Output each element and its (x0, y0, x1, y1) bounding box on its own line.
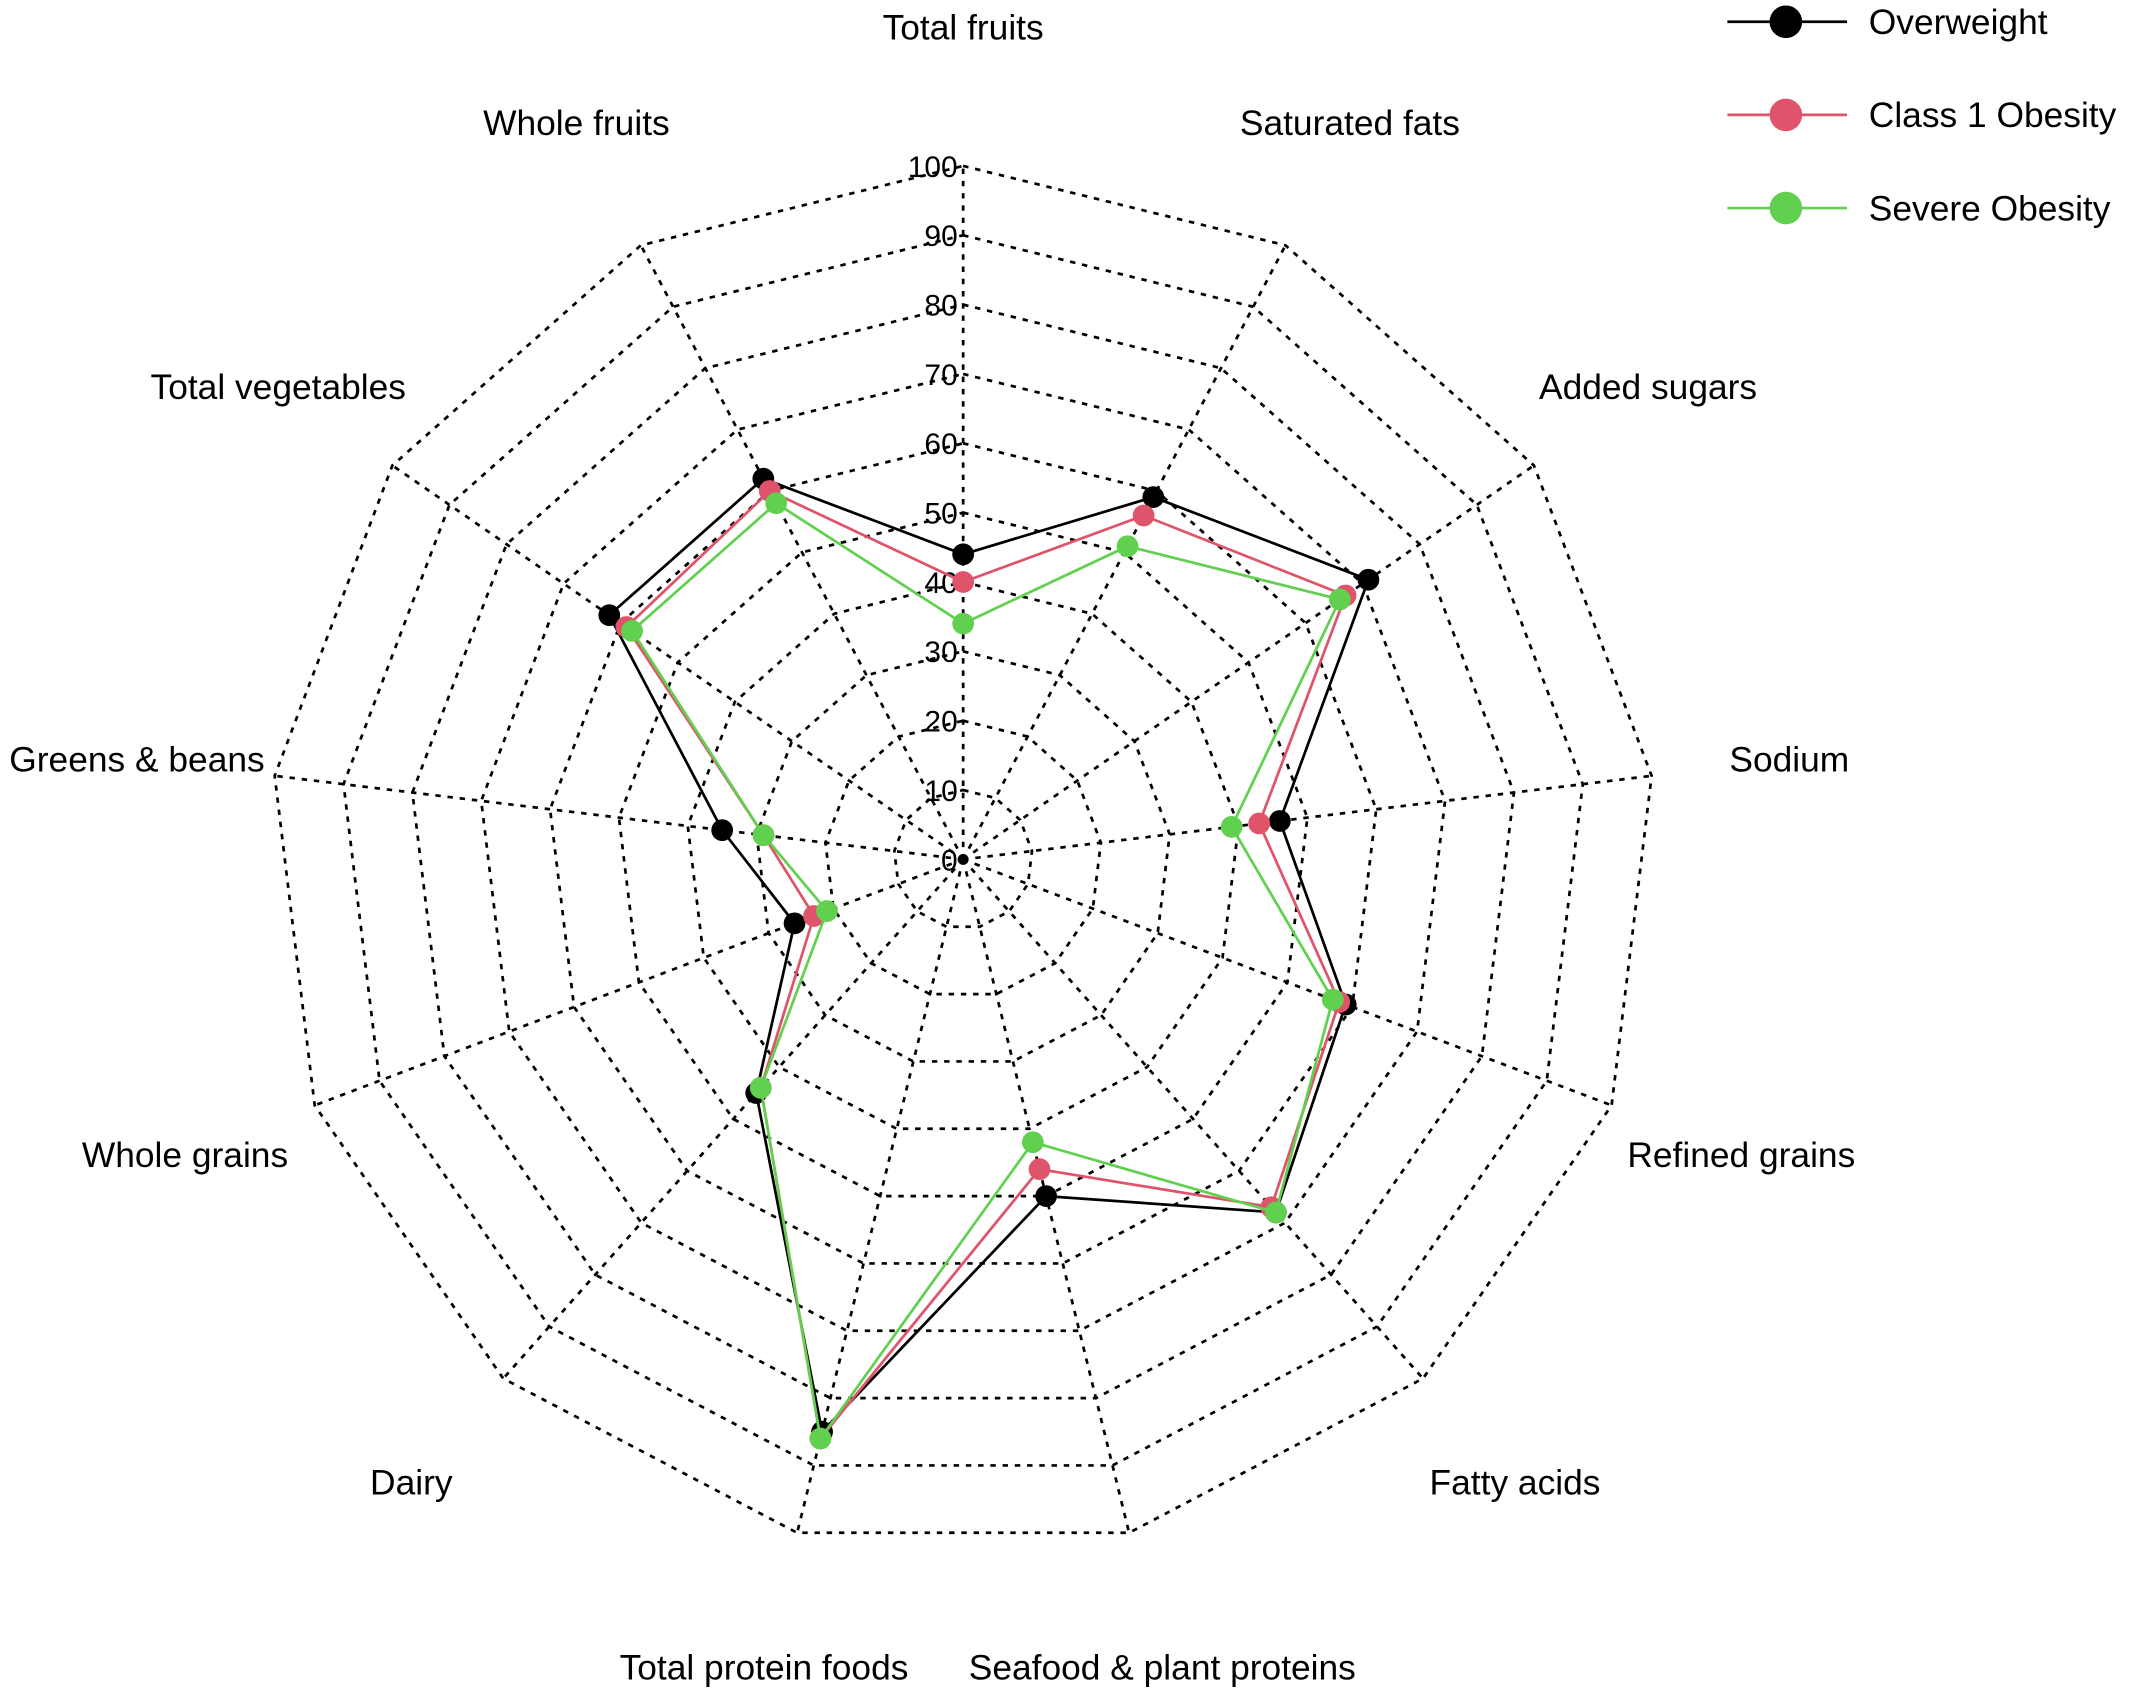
grid-spoke (962, 774, 1652, 861)
legend-marker (1769, 191, 1803, 225)
grid-spoke (962, 858, 1613, 1107)
series-line (630, 501, 1342, 1442)
data-point (749, 1076, 772, 1099)
series-line (607, 477, 1371, 1435)
axis-label: Sodium (1729, 740, 1849, 779)
data-point (1264, 1201, 1287, 1224)
data-point (1132, 504, 1155, 527)
data-point (1248, 812, 1271, 835)
grid-spoke (795, 859, 965, 1534)
tick-label: 90 (924, 220, 957, 253)
data-point (752, 824, 775, 847)
grid-ring (755, 649, 1172, 1063)
data-point (809, 1427, 832, 1450)
legend-item: Overweight (1727, 3, 2048, 42)
data-point (1321, 988, 1344, 1011)
grid-ring (824, 719, 1103, 996)
tick-label: 10 (924, 775, 957, 808)
grid-spoke (274, 774, 964, 861)
data-point (1116, 535, 1139, 558)
data-point (816, 900, 838, 922)
data-point (1142, 486, 1165, 508)
data-point (952, 612, 975, 635)
grid-ring (273, 164, 1654, 1535)
axis-label: Total fruits (883, 8, 1044, 47)
data-point (765, 492, 788, 515)
data-point (1328, 588, 1351, 611)
data-point (1028, 1158, 1051, 1181)
center-dot (959, 855, 968, 864)
axis-label: Saturated fats (1240, 104, 1460, 143)
grid (273, 164, 1654, 1535)
grid-ring (410, 303, 1516, 1400)
grid-spoke (962, 858, 1425, 1380)
axis-label: Refined grains (1627, 1136, 1855, 1175)
legend-label: Severe Obesity (1869, 189, 2111, 228)
data-point (1268, 810, 1291, 832)
series-overweight (598, 467, 1380, 1443)
grid-spoke (502, 858, 965, 1380)
legend: Overweight Class 1 Obesity Severe Obesity (1727, 3, 2117, 228)
tick-label: 60 (924, 428, 957, 461)
tick-label: 20 (924, 706, 957, 739)
data-point (783, 912, 806, 935)
legend-item: Severe Obesity (1727, 189, 2111, 228)
series-severe-obesity (621, 492, 1351, 1450)
axis-label: Total protein foods (620, 1649, 909, 1688)
legend-label: Class 1 Obesity (1869, 96, 2117, 135)
data-point (1035, 1185, 1058, 1207)
axis-labels: Total fruits Saturated fats Added sugars So… (9, 8, 1855, 1687)
grid-spoke (639, 244, 965, 861)
grid-ring (342, 233, 1585, 1467)
axis-label: Whole fruits (483, 104, 670, 143)
axis-label: Greens & beans (9, 740, 264, 779)
grid-ring (617, 511, 1309, 1198)
tick-label: 0 (941, 844, 958, 877)
grid-ring (479, 372, 1447, 1333)
legend-marker (1769, 5, 1803, 39)
grid-ring (548, 441, 1378, 1265)
grid-spoke (391, 464, 964, 861)
data-point (621, 620, 643, 642)
data-point (1220, 815, 1243, 838)
axis-label: Fatty acids (1430, 1464, 1601, 1503)
tick-label: 30 (924, 636, 957, 669)
tick-label: 70 (924, 359, 957, 392)
series-layer (598, 467, 1380, 1450)
tick-label: 100 (908, 151, 958, 184)
data-point (952, 571, 975, 593)
series-class-1-obesity (615, 480, 1357, 1450)
axis-label: Dairy (370, 1464, 453, 1503)
grid-ring (892, 788, 1034, 929)
legend-label: Overweight (1869, 3, 2048, 42)
tick-label: 50 (924, 498, 957, 531)
grid-spoke (314, 858, 964, 1107)
series-line (624, 489, 1348, 1442)
data-point (952, 543, 975, 566)
legend-marker (1769, 98, 1803, 132)
data-point (711, 819, 734, 842)
tick-label: 80 (924, 289, 957, 322)
legend-item: Class 1 Obesity (1727, 96, 2117, 135)
grid-spoke (962, 464, 1535, 861)
axis-label: Added sugars (1539, 368, 1757, 407)
data-point (598, 604, 621, 627)
data-point (1021, 1131, 1044, 1154)
data-point (1357, 568, 1380, 591)
axis-label: Whole grains (82, 1136, 288, 1175)
axis-label: Seafood & plant proteins (969, 1649, 1356, 1688)
axis-label: Total vegetables (151, 368, 406, 407)
